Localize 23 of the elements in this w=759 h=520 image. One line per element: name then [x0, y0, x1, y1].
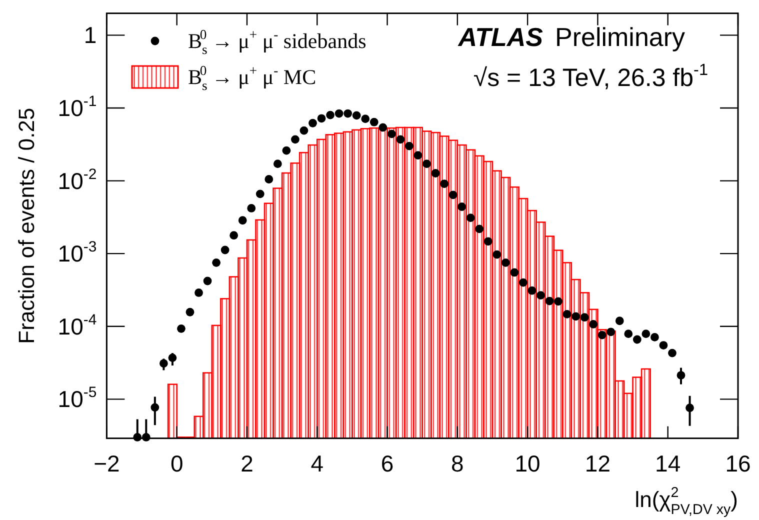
x-tick-label: 6	[380, 450, 394, 476]
annotation: √s = 13 TeV, 26.3 fb$^{-1}$	[473, 60, 708, 92]
x-tick-label: 16	[725, 450, 751, 476]
y-tick-label: 10$^{-4}$	[58, 311, 97, 340]
x-tick-label: 2	[240, 450, 254, 476]
annotation: ATLAS	[457, 22, 544, 52]
x-tick-label: 14	[655, 450, 681, 476]
x-tick-label: 8	[451, 450, 464, 476]
y-tick-label: 10$^{-3}$	[58, 238, 97, 267]
legend-label: B$_{s}$$^{0}$ → μ$^{+}$ μ$^{-}$ MC	[188, 62, 316, 94]
y-tick-label: 10$^{-1}$	[58, 92, 97, 122]
y-tick-label: 1	[84, 22, 97, 48]
x-tick-label: 0	[170, 450, 184, 476]
x-tick-label: −2	[94, 450, 120, 476]
x-tick-label: 4	[310, 450, 324, 476]
y-axis-title: Fraction of events / 0.25	[14, 108, 39, 344]
y-tick-label: 10$^{-5}$	[58, 384, 97, 412]
y-tick-label: 10$^{-2}$	[58, 165, 97, 194]
annotation: Preliminary	[555, 22, 686, 52]
x-tick-label: 10	[514, 450, 540, 476]
x-tick-label: 12	[584, 450, 611, 476]
x-axis-title: ln(χ$^{2}$$_{PV,DV xy}$)	[634, 485, 738, 518]
legend-label: B$_{s}$$^{0}$ → μ$^{+}$ μ$^{-}$ sidebands	[188, 26, 366, 58]
